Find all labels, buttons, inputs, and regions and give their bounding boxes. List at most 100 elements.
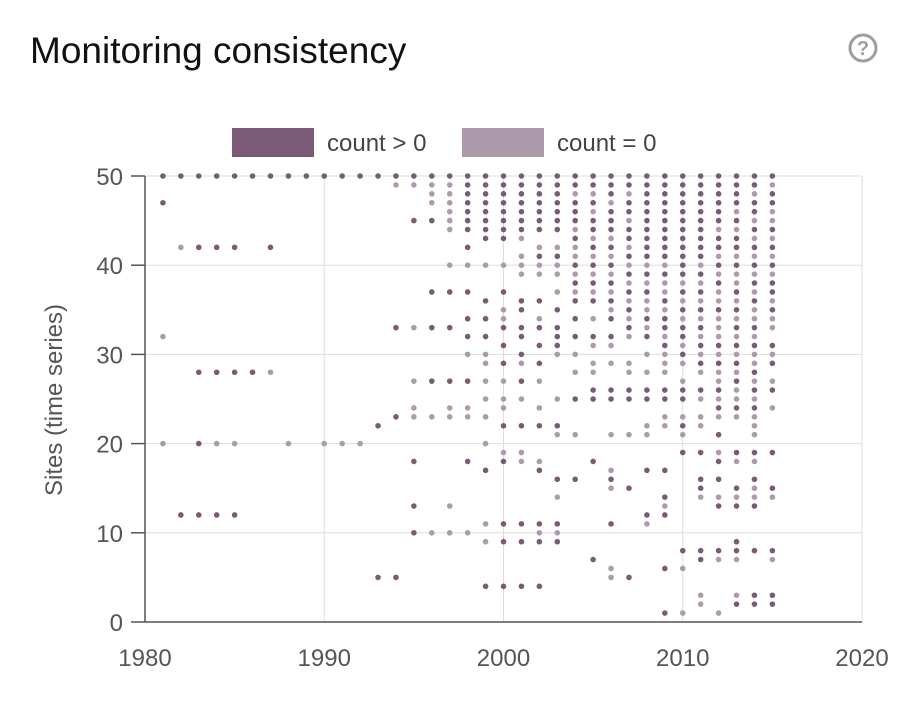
data-point-count-zero <box>697 315 704 322</box>
data-point-count-positive <box>662 315 668 322</box>
data-point-count-zero <box>751 191 758 197</box>
data-point-count-zero <box>590 235 596 242</box>
data-point-count-zero <box>608 467 614 474</box>
data-point-count-positive <box>697 360 704 367</box>
data-point-count-positive <box>679 289 686 295</box>
data-point-count-zero <box>769 315 776 322</box>
data-point-count-positive <box>536 173 543 179</box>
data-point-count-positive <box>572 333 578 340</box>
data-point-count-positive <box>733 324 740 331</box>
data-point-count-zero <box>697 601 704 607</box>
data-point-count-positive <box>679 449 686 456</box>
data-point-count-zero <box>518 262 525 269</box>
data-point-count-zero <box>626 217 632 224</box>
data-point-count-positive <box>482 217 489 224</box>
data-point-count-positive <box>411 503 417 509</box>
data-point-count-positive <box>715 405 722 411</box>
data-point-count-zero <box>733 280 740 286</box>
data-point-count-positive <box>590 556 596 563</box>
data-point-count-positive <box>751 405 758 411</box>
data-point-count-zero <box>572 369 578 376</box>
data-point-count-positive <box>375 574 381 581</box>
data-point-count-positive <box>500 173 507 179</box>
data-point-count-zero <box>679 378 686 384</box>
data-point-count-positive <box>411 530 417 536</box>
data-point-count-positive <box>751 324 758 331</box>
data-point-count-positive <box>644 467 650 474</box>
data-point-count-zero <box>572 431 578 438</box>
data-point-count-zero <box>572 351 578 358</box>
data-point-count-zero <box>536 405 543 411</box>
data-point-count-zero <box>464 351 471 358</box>
data-point-count-positive <box>751 449 758 456</box>
data-point-count-positive <box>500 199 507 206</box>
data-point-count-positive <box>213 173 220 179</box>
data-point-count-positive <box>733 503 740 509</box>
data-point-count-positive <box>249 173 256 179</box>
data-point-count-positive <box>662 342 668 349</box>
data-point-count-positive <box>411 458 417 465</box>
data-point-count-positive <box>393 414 399 420</box>
data-point-count-zero <box>644 280 650 286</box>
data-point-count-positive <box>482 182 489 188</box>
data-point-count-zero <box>733 369 740 376</box>
data-point-count-positive <box>679 262 686 269</box>
data-point-count-positive <box>213 512 220 518</box>
data-point-count-positive <box>644 217 650 224</box>
data-point-count-zero <box>590 360 596 367</box>
data-point-count-positive <box>697 217 704 224</box>
data-point-count-positive <box>751 244 758 251</box>
data-point-count-positive <box>554 422 561 429</box>
data-point-count-positive <box>679 324 686 331</box>
data-point-count-zero <box>662 307 668 313</box>
data-point-count-positive <box>536 467 543 474</box>
data-point-count-zero <box>411 378 417 384</box>
data-point-count-positive <box>160 173 166 179</box>
data-point-count-positive <box>393 324 399 331</box>
data-point-count-positive <box>500 226 507 233</box>
data-point-count-positive <box>697 182 704 188</box>
data-point-count-positive <box>590 280 596 286</box>
data-point-count-positive <box>697 253 704 260</box>
y-tick-label: 0 <box>110 610 123 637</box>
data-point-count-zero <box>536 271 543 277</box>
data-point-count-zero <box>608 485 614 492</box>
data-point-count-zero <box>608 235 614 242</box>
data-point-count-positive <box>733 199 740 206</box>
data-point-count-zero <box>769 253 776 260</box>
data-point-count-positive <box>393 574 399 581</box>
data-point-count-zero <box>411 182 417 188</box>
data-point-count-positive <box>662 217 668 224</box>
data-point-count-positive <box>536 360 543 367</box>
data-point-count-positive <box>285 173 292 179</box>
data-point-count-positive <box>751 387 758 393</box>
data-point-count-positive <box>554 521 561 527</box>
data-point-count-positive <box>644 191 650 197</box>
data-point-count-zero <box>464 405 471 411</box>
data-point-count-zero <box>769 235 776 242</box>
data-point-count-positive <box>626 208 632 215</box>
data-point-count-zero <box>572 253 578 260</box>
data-point-count-zero <box>500 307 507 313</box>
data-point-count-zero <box>608 307 614 313</box>
data-point-count-zero <box>626 315 632 322</box>
data-point-count-positive <box>554 199 561 206</box>
data-point-count-positive <box>626 387 632 393</box>
data-point-count-zero <box>446 199 453 206</box>
data-point-count-positive <box>733 173 740 179</box>
data-point-count-positive <box>662 494 668 500</box>
data-point-count-positive <box>267 244 274 251</box>
data-point-count-positive <box>608 315 614 322</box>
data-point-count-positive <box>679 396 686 402</box>
data-point-count-positive <box>644 173 650 179</box>
data-point-count-zero <box>751 431 758 438</box>
data-point-count-positive <box>500 360 507 367</box>
data-point-count-zero <box>662 369 668 376</box>
help-icon[interactable]: ? <box>848 33 878 63</box>
data-point-count-positive <box>590 333 596 340</box>
data-point-count-zero <box>644 307 650 313</box>
data-point-count-zero <box>626 191 632 197</box>
data-point-count-positive <box>626 199 632 206</box>
data-point-count-zero <box>608 253 614 260</box>
y-axis-label: Sites (time series) <box>41 304 68 496</box>
